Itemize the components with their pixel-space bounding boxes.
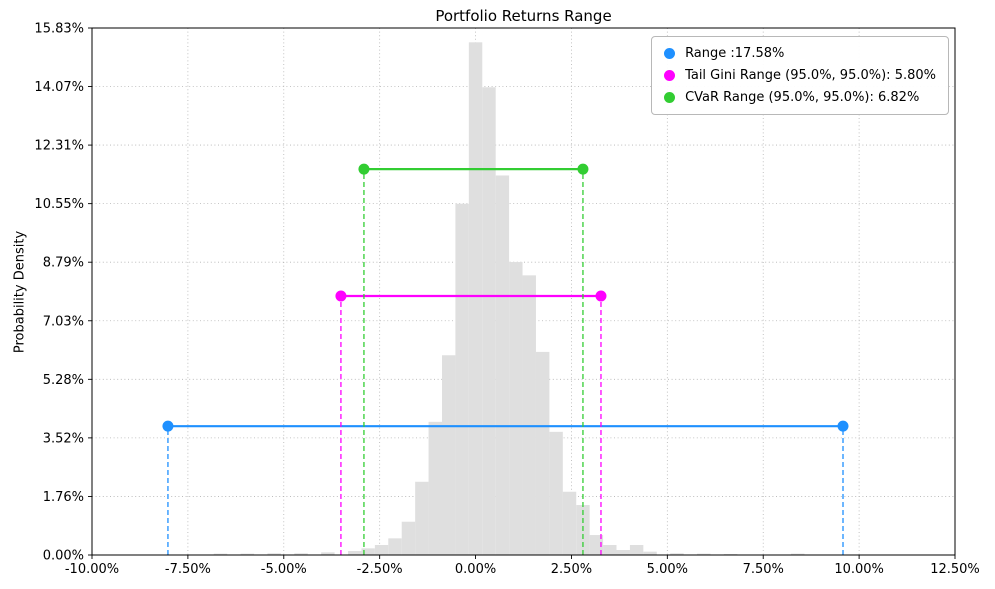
histogram-bar xyxy=(482,87,496,556)
histogram-bar xyxy=(697,553,711,555)
y-tick-label: 10.55% xyxy=(34,197,84,212)
x-axis: -10.00% -7.50% -5.00% -2.50% 0.00% 2.50% 5.00%… xyxy=(65,555,980,577)
histogram-bar xyxy=(509,262,523,555)
y-tick-label: 12.31% xyxy=(34,139,84,154)
histogram-bar xyxy=(267,553,281,555)
range-endpoint-marker xyxy=(577,163,589,175)
x-tick-label: 10.00% xyxy=(834,562,884,577)
x-tick-label: 12.50% xyxy=(930,562,980,577)
legend-item: Range :17.58% xyxy=(664,46,936,61)
y-tick-label: 14.07% xyxy=(34,80,84,95)
legend: Range :17.58% Tail Gini Range (95.0%, 95.… xyxy=(651,36,949,115)
histogram-bar xyxy=(321,552,335,555)
histogram-bar xyxy=(603,545,617,555)
histogram-bar xyxy=(361,548,375,555)
histogram-bar xyxy=(522,275,536,555)
histogram-bar xyxy=(616,550,630,555)
x-tick-label: -5.00% xyxy=(261,562,307,577)
x-tick-label: -7.50% xyxy=(165,562,211,577)
histogram xyxy=(213,42,805,556)
y-tick-label: 0.00% xyxy=(43,549,84,564)
histogram-bar xyxy=(535,351,550,555)
legend-marker-dot-icon xyxy=(664,92,676,103)
legend-item-label: Tail Gini Range (95.0%, 95.0%): 5.80% xyxy=(685,68,936,83)
legend-marker-dot-icon xyxy=(664,48,676,59)
range-endpoint-marker xyxy=(162,420,174,432)
range-endpoint-marker xyxy=(837,420,849,432)
range-endpoint-marker xyxy=(595,290,607,302)
legend-item-label: CVaR Range (95.0%, 95.0%): 6.82% xyxy=(685,90,920,105)
range-lines xyxy=(162,163,849,555)
y-tick-label: 15.83% xyxy=(34,22,84,37)
x-tick-label: 0.00% xyxy=(455,562,496,577)
histogram-bar xyxy=(643,551,657,555)
chart-title: Portfolio Returns Range xyxy=(435,7,612,25)
histogram-bar xyxy=(401,521,416,555)
histogram-bar xyxy=(441,355,456,555)
legend-marker-dot-icon xyxy=(664,70,676,81)
range-endpoint-marker xyxy=(358,163,370,175)
x-tick-label: -10.00% xyxy=(65,562,119,577)
x-tick-label: 5.00% xyxy=(647,562,688,577)
histogram-bar xyxy=(294,553,308,555)
x-tick-label: -2.50% xyxy=(357,562,403,577)
y-tick-label: 7.03% xyxy=(43,314,84,329)
y-axis: 0.00% 1.76% 3.52% 5.28% 7.03% 8.79% 10.55% 12.3… xyxy=(34,22,92,564)
x-tick-label: 2.50% xyxy=(551,562,592,577)
histogram-bar xyxy=(589,535,604,555)
histogram-bar xyxy=(670,553,684,555)
histogram-bar xyxy=(415,481,429,555)
legend-item: Tail Gini Range (95.0%, 95.0%): 5.80% xyxy=(664,68,936,83)
x-tick-label: 7.50% xyxy=(743,562,784,577)
legend-item: CVaR Range (95.0%, 95.0%): 6.82% xyxy=(664,90,936,105)
histogram-bar xyxy=(791,553,805,555)
histogram-bar xyxy=(388,538,402,555)
plot-border xyxy=(91,27,956,556)
histogram-bar xyxy=(240,553,255,555)
histogram-bar xyxy=(213,553,228,555)
histogram-bar xyxy=(374,545,389,555)
range-endpoint-marker xyxy=(335,290,347,302)
histogram-bar xyxy=(428,421,442,555)
histogram-bar xyxy=(549,431,563,555)
y-tick-label: 3.52% xyxy=(43,431,84,446)
legend-item-label: Range :17.58% xyxy=(685,46,785,61)
spines xyxy=(91,27,956,556)
y-axis-label: Probability Density xyxy=(12,230,28,354)
y-tick-label: 8.79% xyxy=(43,256,84,271)
y-tick-label: 5.28% xyxy=(43,373,84,388)
histogram-bar xyxy=(562,491,577,555)
histogram-bar xyxy=(348,551,362,555)
histogram-bar xyxy=(468,42,483,555)
histogram-bar xyxy=(455,203,469,555)
histogram-bar xyxy=(495,175,510,555)
histogram-bar xyxy=(629,545,644,555)
y-tick-label: 1.76% xyxy=(43,490,84,505)
